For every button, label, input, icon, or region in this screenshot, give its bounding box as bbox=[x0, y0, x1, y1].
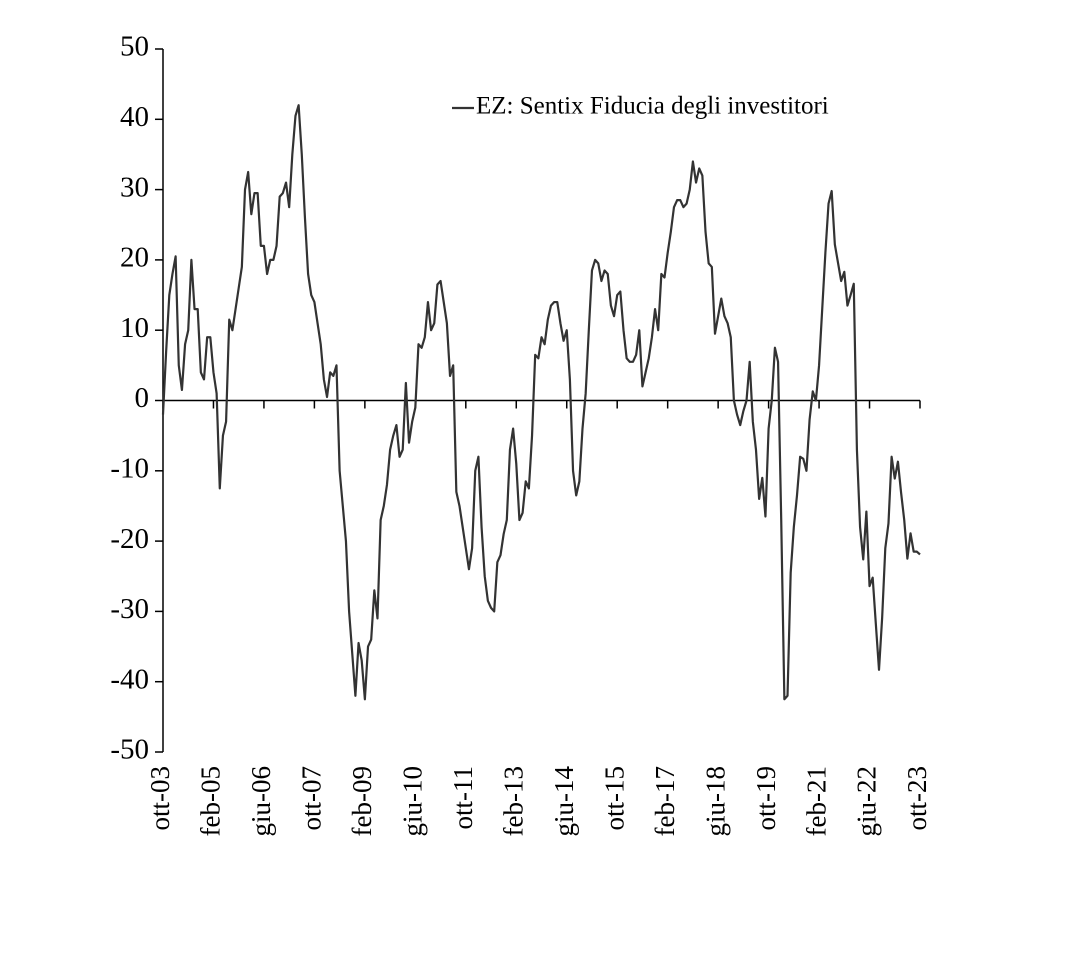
y-tick-label: -20 bbox=[110, 523, 149, 555]
x-tick-label: ott-11 bbox=[448, 766, 478, 830]
x-tick-label: ott-15 bbox=[599, 766, 629, 831]
y-tick-label: -40 bbox=[110, 663, 149, 695]
x-tick-label: giu-10 bbox=[398, 766, 428, 837]
x-tick-label: ott-07 bbox=[297, 766, 327, 831]
y-tick-label: 50 bbox=[120, 31, 149, 63]
y-tick-label: 20 bbox=[120, 242, 149, 274]
y-tick-label: 40 bbox=[120, 101, 149, 133]
legend-label: EZ: Sentix Fiducia degli investitori bbox=[476, 93, 829, 120]
y-tick-label: 0 bbox=[135, 382, 150, 414]
x-tick-label: feb-09 bbox=[347, 766, 377, 836]
x-tick-label: ott-03 bbox=[145, 766, 175, 831]
y-tick-label: -10 bbox=[110, 452, 149, 484]
y-tick-label: -50 bbox=[110, 734, 149, 766]
x-tick-label: ott-23 bbox=[902, 766, 932, 831]
x-tick-label: feb-05 bbox=[196, 766, 226, 836]
y-tick-label: -30 bbox=[110, 593, 149, 625]
line-series bbox=[161, 104, 921, 701]
x-tick-label: giu-14 bbox=[549, 766, 579, 837]
x-tick-label: giu-18 bbox=[700, 766, 730, 837]
x-tick-label: feb-21 bbox=[801, 766, 831, 836]
x-tick-label: giu-06 bbox=[246, 766, 276, 837]
y-tick-label: 10 bbox=[120, 312, 149, 344]
x-tick-label: giu-22 bbox=[852, 766, 882, 837]
x-tick-label: feb-13 bbox=[498, 766, 528, 836]
y-tick-label: 30 bbox=[120, 171, 149, 203]
x-tick-label: feb-17 bbox=[650, 766, 680, 836]
x-tick-label: ott-19 bbox=[751, 766, 781, 831]
